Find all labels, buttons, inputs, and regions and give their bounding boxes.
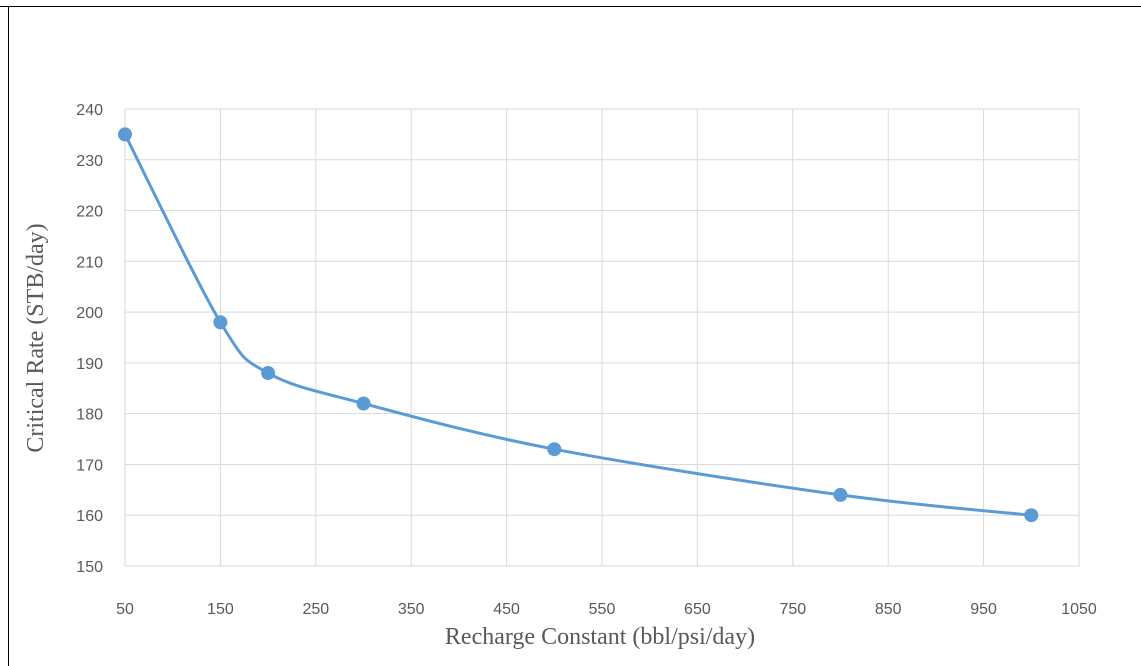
data-point [213,315,228,330]
series-layer [118,127,1039,523]
y-tick-label: 170 [76,457,103,474]
frame-top-border [0,6,1141,7]
x-tick-label: 150 [207,601,234,618]
x-tick-label: 250 [302,601,329,618]
y-tick-labels: 150 160 170 180 190 200 210 220 230 240 [76,102,103,576]
data-point [356,396,371,411]
data-point [833,487,848,502]
y-tick-label: 190 [76,356,103,373]
x-tick-label: 850 [875,601,902,618]
x-tick-label: 1050 [1061,601,1097,618]
x-tick-label: 50 [116,601,134,618]
x-tick-label: 750 [779,601,806,618]
x-tick-label: 350 [398,601,425,618]
x-axis-title: Recharge Constant (bbl/psi/day) [445,624,755,650]
data-point [118,127,132,142]
x-tick-label: 550 [589,601,616,618]
y-tick-label: 230 [76,153,103,170]
y-tick-label: 240 [76,102,103,119]
y-tick-label: 220 [76,204,103,221]
y-tick-label: 210 [76,254,103,271]
x-tick-labels: 50 150 250 350 450 550 650 750 850 950 1050 [116,601,1097,618]
data-point [547,442,562,457]
x-tick-label: 950 [970,601,997,618]
y-tick-label: 200 [76,305,103,322]
frame-left-border [8,6,9,666]
x-tick-label: 450 [493,601,520,618]
y-axis-title: Critical Rate (STB/day) [23,223,49,452]
y-tick-label: 180 [76,407,103,424]
series-line [123,132,1033,517]
data-point [261,366,276,381]
data-point [1024,508,1039,523]
grid-lines [124,108,1080,567]
y-tick-label: 160 [76,508,103,525]
x-tick-label: 650 [684,601,711,618]
y-tick-label: 150 [76,559,103,576]
